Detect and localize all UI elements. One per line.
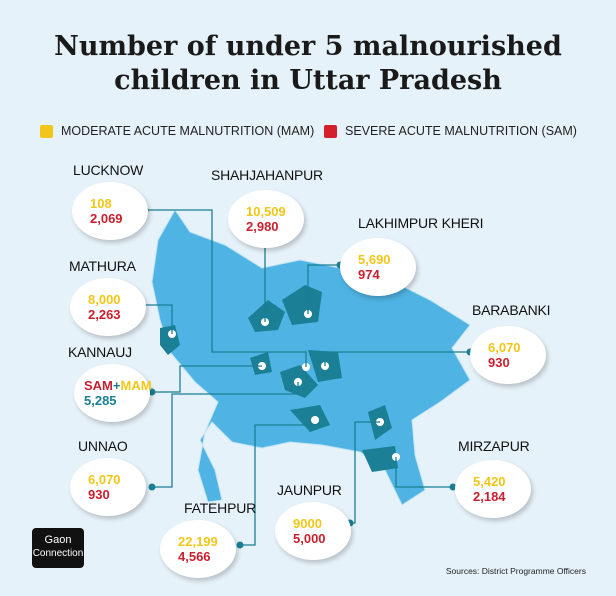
label-shahjahanpur: SHAHJAHANPUR — [211, 167, 323, 183]
connector-lines — [142, 209, 470, 546]
source-note: Sources: District Programme Officers — [445, 566, 586, 576]
label-barabanki: BARABANKI — [472, 302, 551, 318]
label-fatehpur: FATEHPUR — [184, 500, 257, 516]
label-lucknow: LUCKNOW — [73, 162, 144, 178]
label-mirzapur: MIRZAPUR — [458, 438, 530, 454]
label-unnao: UNNAO — [78, 438, 128, 454]
bubble-barabanki: 6,070 930 — [470, 326, 546, 384]
label-jaunpur: JAUNPUR — [277, 482, 342, 498]
bubble-jaunpur: 9000 5,000 — [275, 502, 351, 560]
gaon-connection-logo: Gaon Connection — [32, 528, 84, 568]
mam-swatch — [40, 124, 53, 138]
bubble-lucknow: 108 2,069 — [72, 182, 148, 240]
legend-sam: SEVERE ACUTE MALNUTRITION (SAM) — [324, 124, 577, 138]
page-title: Number of under 5 malnourished children … — [54, 31, 562, 96]
label-lakhimpur-kheri: LAKHIMPUR KHERI — [358, 215, 484, 231]
bubble-kannauj: SAM+MAM 5,285 — [74, 364, 152, 422]
bubble-mirzapur: 5,420 2,184 — [455, 460, 531, 518]
bubble-mathura: 8,000 2,263 — [70, 278, 146, 336]
label-kannauj: KANNAUJ — [68, 344, 132, 360]
legend-mam: MODERATE ACUTE MALNUTRITION (MAM) — [40, 124, 314, 138]
bubble-unnao: 6,070 930 — [70, 458, 146, 516]
bubble-fatehpur: 22,199 4,566 — [160, 520, 236, 578]
label-mathura: MATHURA — [69, 258, 136, 274]
bubble-shahjahanpur: 10,509 2,980 — [228, 190, 304, 248]
bubble-lakhimpur-kheri: 5,690 974 — [340, 238, 416, 296]
sam-swatch — [324, 124, 337, 138]
